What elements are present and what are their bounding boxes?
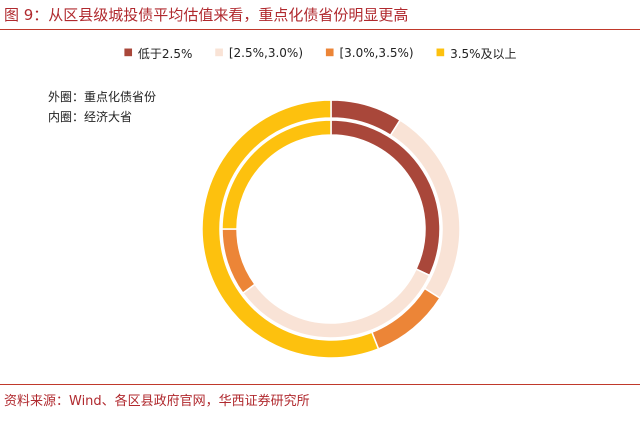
inner-ring-slice-3.5-above (221, 119, 332, 230)
inner-ring-note: 内圈：经济大省 (48, 110, 133, 124)
legend-label-below-2.5: 低于2.5% (137, 46, 193, 61)
outer-ring-note: 外圈：重点化债省份 (48, 90, 157, 104)
source-divider (0, 384, 640, 385)
legend-marker-3.0-3.5: ■ (325, 47, 335, 58)
chart-title: 图 9：从区县级城投债平均估值来看，重点化债省份明显更高 (4, 6, 409, 24)
legend-label-3.0-3.5: [3.0%,3.5%) (339, 46, 414, 60)
chart-legend: ■ 低于2.5% ■ [2.5%,3.0%) ■ [3.0%,3.5%) ■ 3… (0, 44, 640, 62)
legend-marker-2.5-3.0: ■ (214, 47, 224, 58)
legend-item-below-2.5: ■ 低于2.5% (123, 44, 192, 62)
legend-marker-3.5-above: ■ (435, 47, 446, 58)
outer-ring-slice-3.5-above (201, 99, 380, 359)
legend-item-3.0-3.5: ■ [3.0%,3.5%) (325, 44, 414, 62)
legend-item-2.5-3.0: ■ [2.5%,3.0%) (214, 44, 303, 62)
legend-label-2.5-3.0: [2.5%,3.0%) (228, 46, 303, 60)
title-divider (0, 29, 640, 30)
legend-item-3.5-above: ■ 3.5%及以上 (436, 44, 517, 62)
source-note: 资料来源：Wind、各区县政府官网，华西证券研究所 (4, 394, 310, 409)
legend-marker-below-2.5: ■ (123, 47, 133, 58)
legend-label-3.5-above: 3.5%及以上 (450, 46, 517, 61)
